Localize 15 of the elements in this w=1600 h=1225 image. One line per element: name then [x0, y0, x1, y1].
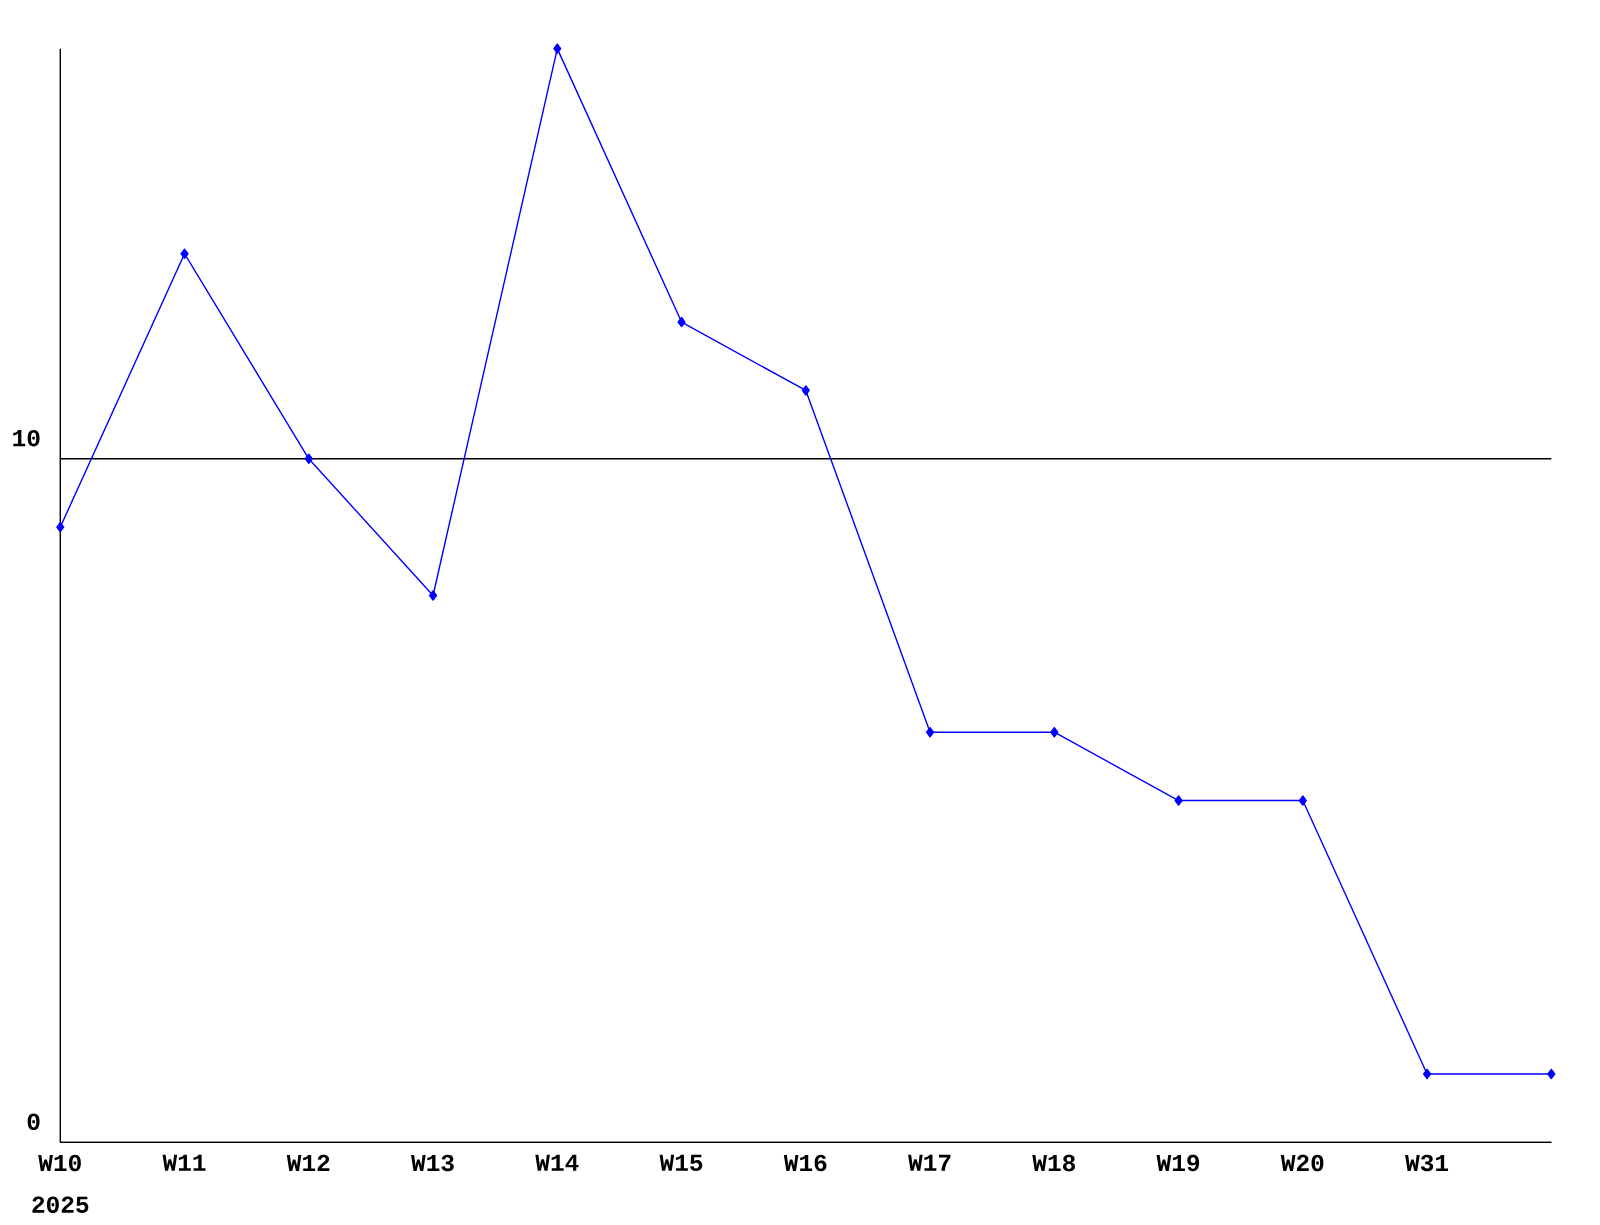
x-tick-label: W17 — [908, 1154, 951, 1171]
x-tick-label: W11 — [162, 1154, 206, 1171]
x-tick-label: W15 — [659, 1154, 703, 1172]
x-tick-label: W16 — [783, 1154, 827, 1172]
x-tick-label: W10 — [38, 1154, 81, 1172]
x-tick-label: W14 — [535, 1154, 579, 1171]
x-tick-label: W13 — [411, 1154, 454, 1172]
x-tick-label: W18 — [1032, 1154, 1076, 1172]
x-tick-label: W31 — [1405, 1154, 1449, 1172]
x-tick-label: W19 — [1156, 1154, 1200, 1172]
text: 2025 — [32, 1196, 89, 1214]
x-tick-label: W20 — [1280, 1154, 1324, 1172]
x-tick-label: W12 — [286, 1154, 330, 1172]
y-tick-label: 0 — [27, 1113, 40, 1131]
y-tick-label: 10 — [13, 430, 40, 447]
